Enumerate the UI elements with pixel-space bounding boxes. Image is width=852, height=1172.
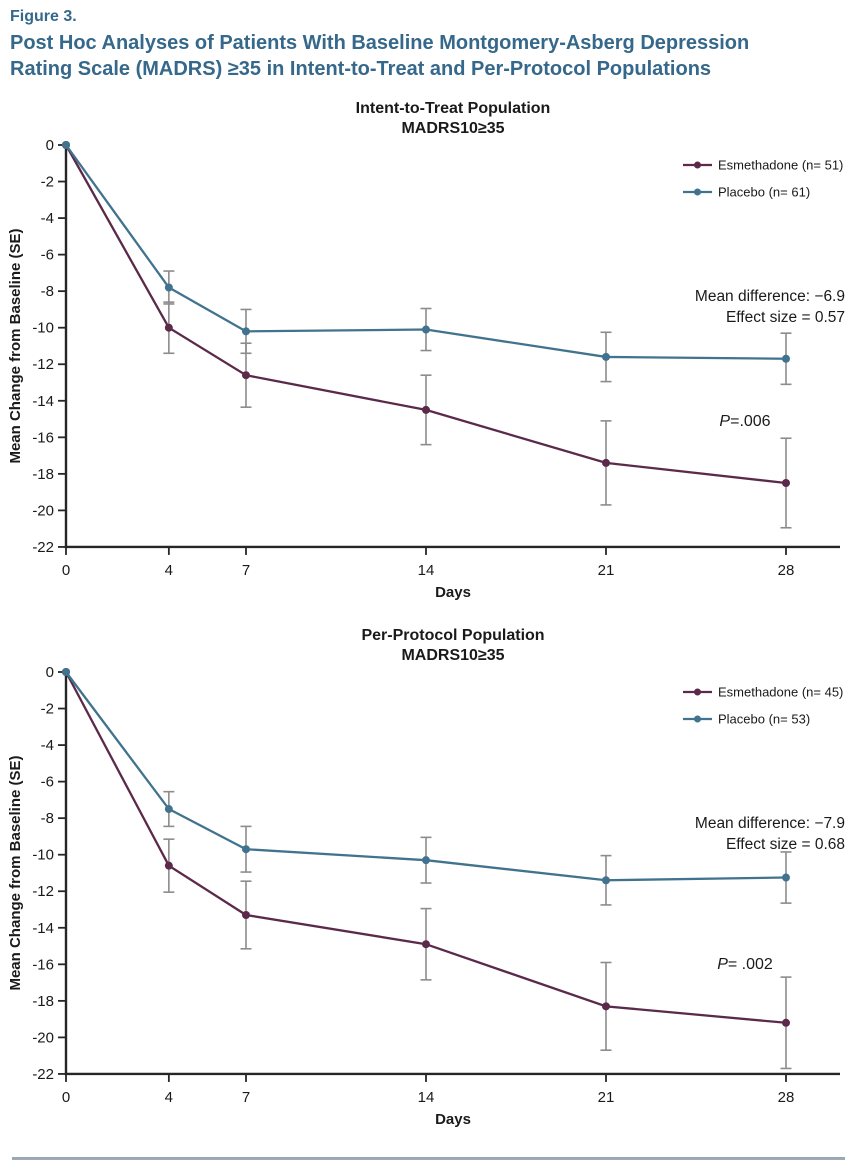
data-point xyxy=(781,873,790,882)
legend-label: Placebo (n= 53) xyxy=(718,712,810,727)
chart-subtitle: MADRS10≥35 xyxy=(401,120,504,137)
data-point xyxy=(781,354,790,363)
y-tick-label: 0 xyxy=(46,664,54,681)
p-rest: =.006 xyxy=(730,413,771,430)
p-rest: = .002 xyxy=(728,956,773,973)
y-tick-label: -10 xyxy=(32,320,54,337)
data-point xyxy=(421,405,430,414)
y-tick-label: -16 xyxy=(32,956,54,973)
mean-difference-annotation: Mean difference: −7.9 xyxy=(695,815,845,832)
y-tick-label: -18 xyxy=(32,466,54,483)
y-tick-label: -20 xyxy=(32,502,54,519)
p-value-annotation: P= .002 xyxy=(717,956,773,973)
data-point xyxy=(781,478,790,487)
chart-title: Intent-to-Treat Population xyxy=(356,100,551,117)
y-tick-label: -6 xyxy=(41,774,54,791)
chart-intent-to-treat: Intent-to-Treat Population MADRS10≥35 Mean… xyxy=(7,100,845,601)
legend-marker xyxy=(694,715,701,723)
chart-title: Per-Protocol Population xyxy=(361,627,544,644)
data-point xyxy=(164,805,173,814)
x-tick-label: 7 xyxy=(242,562,250,579)
legend-marker xyxy=(694,161,701,169)
y-tick-label: -10 xyxy=(32,847,54,864)
data-point xyxy=(241,327,250,336)
effect-size-annotation: Effect size = 0.68 xyxy=(726,836,845,853)
data-point xyxy=(421,325,430,334)
figure-label: Figure 3. xyxy=(10,8,77,25)
y-tick-label: -4 xyxy=(41,737,54,754)
legend-marker xyxy=(694,688,701,696)
data-point xyxy=(164,323,173,332)
y-tick-label: -8 xyxy=(41,283,54,300)
p-value-annotation: P=.006 xyxy=(719,413,770,430)
chart-subtitle: MADRS10≥35 xyxy=(401,647,504,664)
x-tick-label: 21 xyxy=(598,562,615,579)
data-point xyxy=(601,876,610,885)
data-point xyxy=(601,458,610,467)
y-tick-label: -6 xyxy=(41,247,54,264)
y-tick-label: -22 xyxy=(32,539,54,556)
data-point xyxy=(421,940,430,949)
y-tick-label: -2 xyxy=(41,701,54,718)
figure-title-line2: Rating Scale (MADRS) ≥35 in Intent-to-Tr… xyxy=(10,58,712,80)
series-line xyxy=(65,144,787,360)
y-tick-label: -4 xyxy=(41,210,54,227)
mean-difference-annotation: Mean difference: −6.9 xyxy=(695,288,845,305)
y-tick-label: -12 xyxy=(32,883,54,900)
x-tick-label: 21 xyxy=(598,1089,615,1106)
y-tick-label: -18 xyxy=(32,993,54,1010)
x-tick-label: 0 xyxy=(62,1089,70,1106)
legend-label: Esmethadone (n= 45) xyxy=(718,685,843,700)
data-point xyxy=(164,283,173,292)
figure-title-line1: Post Hoc Analyses of Patients With Basel… xyxy=(10,32,750,54)
x-tick-label: 0 xyxy=(62,562,70,579)
chart-per-protocol: Per-Protocol Population MADRS10≥35 Mean Ch… xyxy=(7,627,845,1128)
data-point xyxy=(164,861,173,870)
data-point xyxy=(62,141,70,149)
x-tick-label: 7 xyxy=(242,1089,250,1106)
x-tick-label: 14 xyxy=(418,562,435,579)
y-tick-label: -16 xyxy=(32,429,54,446)
p-italic: P xyxy=(717,956,728,973)
p-italic: P xyxy=(719,413,730,430)
effect-size-annotation: Effect size = 0.57 xyxy=(726,309,845,326)
x-tick-label: 4 xyxy=(165,562,173,579)
x-tick-label: 28 xyxy=(778,1089,795,1106)
x-tick-label: 14 xyxy=(418,1089,435,1106)
series-line xyxy=(64,671,787,1024)
y-tick-label: -14 xyxy=(32,920,54,937)
x-tick-label: 4 xyxy=(165,1089,173,1106)
data-point xyxy=(241,371,250,380)
legend-label: Placebo (n= 61) xyxy=(718,185,810,200)
data-point xyxy=(62,668,70,676)
y-tick-label: -2 xyxy=(41,174,54,191)
x-axis-label: Days xyxy=(435,1111,471,1128)
y-tick-label: -20 xyxy=(32,1029,54,1046)
y-tick-label: -22 xyxy=(32,1066,54,1083)
figure-title: Post Hoc Analyses of Patients With Basel… xyxy=(10,30,852,82)
series-line xyxy=(64,144,787,485)
y-tick-label: -8 xyxy=(41,810,54,827)
data-point xyxy=(601,352,610,361)
data-point xyxy=(421,856,430,865)
data-point xyxy=(601,1002,610,1011)
legend-label: Esmethadone (n= 51) xyxy=(718,158,843,173)
figure-header: Figure 3. Post Hoc Analyses of Patients … xyxy=(0,0,852,95)
x-tick-label: 28 xyxy=(778,562,795,579)
y-axis-label: Mean Change from Baseline (SE) xyxy=(7,228,24,463)
data-point xyxy=(241,845,250,854)
y-axis-label: Mean Change from Baseline (SE) xyxy=(7,755,24,990)
y-tick-label: 0 xyxy=(46,137,54,154)
legend-marker xyxy=(694,188,701,196)
y-tick-label: -12 xyxy=(32,356,54,373)
series-line xyxy=(65,671,787,882)
bottom-divider xyxy=(12,1157,845,1160)
data-point xyxy=(241,910,250,919)
x-axis-label: Days xyxy=(435,584,471,601)
data-point xyxy=(781,1018,790,1027)
y-tick-label: -14 xyxy=(32,393,54,410)
